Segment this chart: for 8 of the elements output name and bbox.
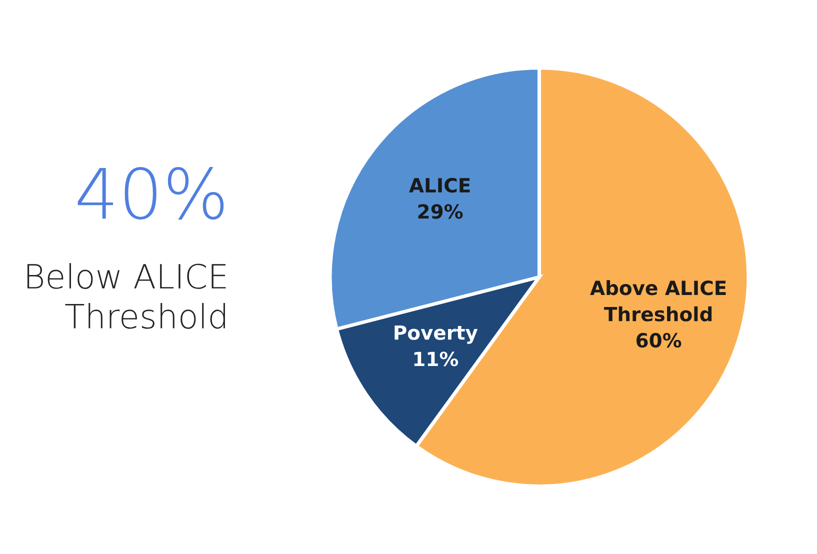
text: Below ALICE Threshold bbox=[27, 263, 226, 329]
data-label: 11% bbox=[414, 352, 458, 366]
data-label: 29% bbox=[418, 204, 463, 219]
slice-label: ALICE bbox=[409, 178, 470, 193]
text: 40% bbox=[78, 167, 224, 220]
data-label: 60% bbox=[636, 332, 682, 348]
slice-label: Poverty bbox=[394, 325, 478, 344]
slice-label: Above ALICE Threshold bbox=[590, 280, 726, 322]
